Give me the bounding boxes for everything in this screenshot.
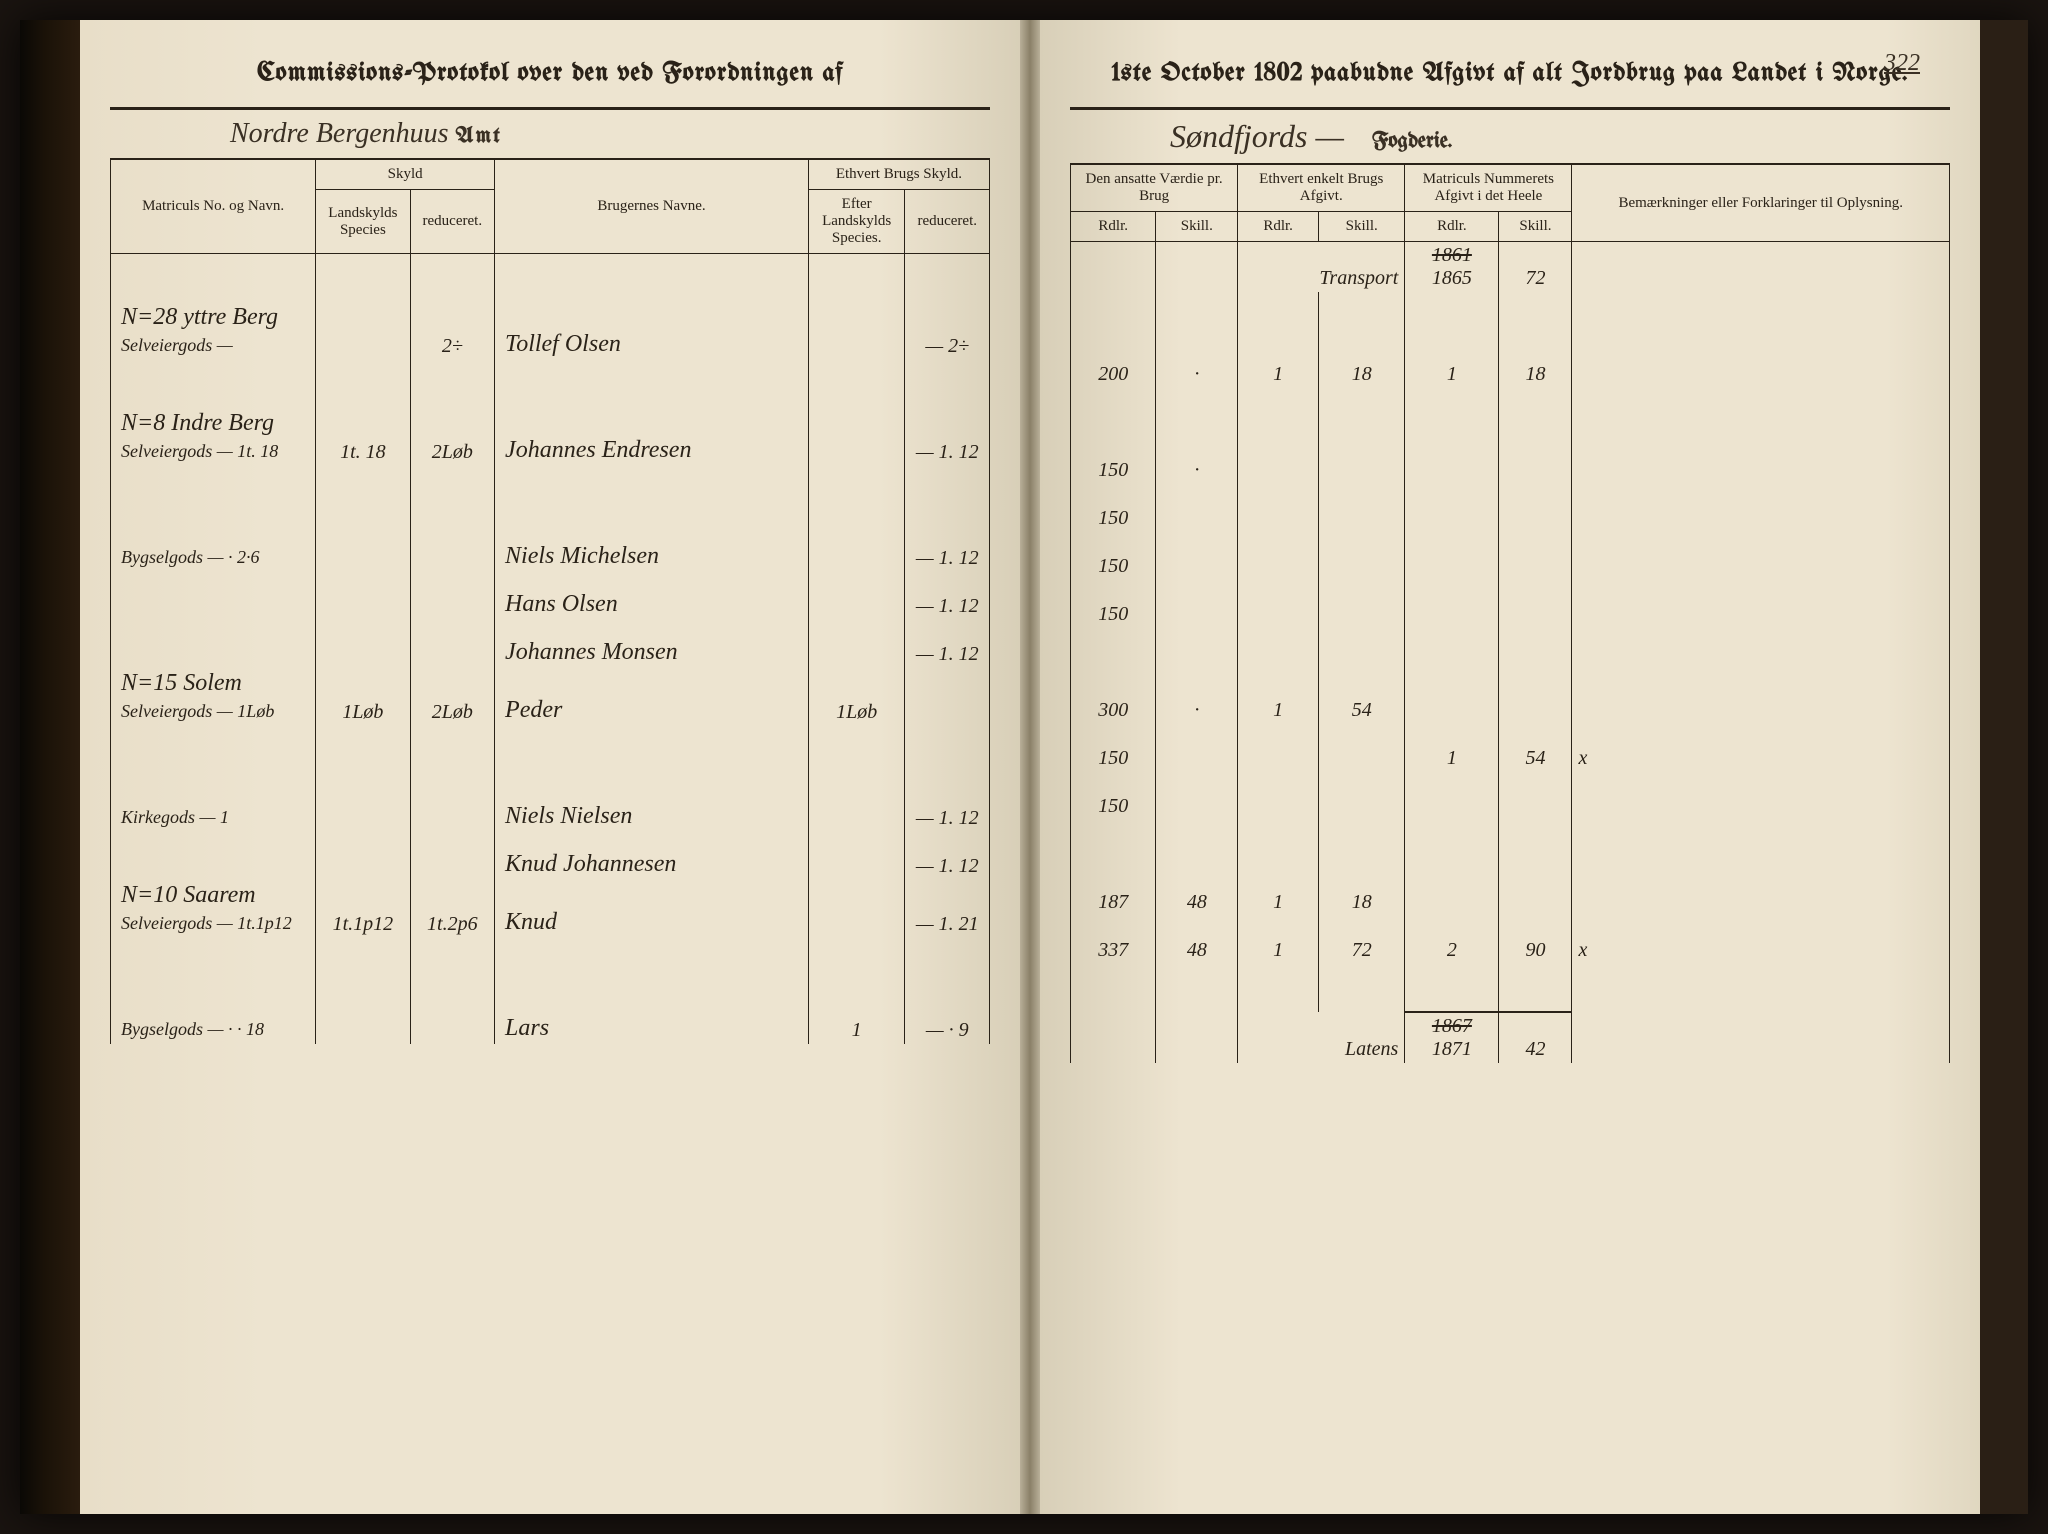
table-row: 150 — [1071, 580, 1950, 628]
table-row: 150 — [1071, 484, 1950, 532]
col-reduceret2: reduceret. — [905, 190, 990, 254]
book-spine — [1020, 20, 1040, 1514]
table-row: Kirkegods — 1 Niels Nielsen — 1. 12 — [111, 774, 990, 832]
left-ledger-table: Matriculs No. og Navn. Skyld Brugernes N… — [110, 159, 990, 1044]
book-spread: Commissions-Protokol over den ved Forord… — [20, 20, 2028, 1514]
table-row: 150 — [1071, 532, 1950, 580]
table-row — [111, 254, 990, 302]
col-efter: Efter Landskylds Species. — [808, 190, 905, 254]
sub-skill1: Skill. — [1156, 212, 1238, 242]
binding-edge — [20, 20, 80, 1514]
sub-rdlr2: Rdlr. — [1238, 212, 1319, 242]
left-header: Commissions-Protokol over den ved Forord… — [110, 60, 990, 87]
col-brugernes: Brugernes Navne. — [495, 160, 809, 254]
region-name: Nordre Bergenhuus — [230, 118, 449, 149]
sub-skill3: Skill. — [1499, 212, 1572, 242]
col-bemaerkninger: Bemærkninger eller Forklaringer til Oply… — [1572, 165, 1950, 242]
region-suffix: Amt — [456, 125, 502, 148]
left-subheader: Nordre Bergenhuus Amt — [110, 107, 990, 159]
table-row: 337 48 1 72 2 90 x — [1071, 916, 1950, 964]
page-number: 322 — [1884, 50, 1920, 77]
col-skyld: Skyld — [316, 160, 495, 190]
table-row — [111, 360, 990, 408]
right-ledger-table: Den ansatte Værdie pr. Brug Ethvert enke… — [1070, 164, 1950, 1063]
sub-rdlr1: Rdlr. — [1071, 212, 1156, 242]
table-row — [1071, 388, 1950, 436]
latens-row: Latens 18671871 42 — [1071, 1012, 1950, 1063]
table-row: 150 · — [1071, 436, 1950, 484]
table-row: N=8 Indre BergSelveiergods — 1t. 18 1t. … — [111, 408, 990, 466]
right-header: 1ste October 1802 paabudne Afgivt af alt… — [1070, 60, 1950, 87]
transport-row: Transport 18611865 72 — [1071, 242, 1950, 293]
table-row: N=28 yttre BergSelveiergods — 2÷ Tollef … — [111, 302, 990, 360]
table-row: 300 · 1 54 — [1071, 676, 1950, 724]
table-row: Hans Olsen — 1. 12 — [111, 572, 990, 620]
table-row — [1071, 628, 1950, 676]
table-row: Bygselgods — · · 18 Lars 1 — · 9 — [111, 986, 990, 1044]
right-page: 322 1ste October 1802 paabudne Afgivt af… — [1040, 20, 1980, 1514]
table-row: Knud Johannesen — 1. 12 — [111, 832, 990, 880]
table-row — [1071, 292, 1950, 340]
col-enkelt: Ethvert enkelt Brugs Afgivt. — [1238, 165, 1405, 212]
table-row — [1071, 964, 1950, 1012]
col-brugs-skyld: Ethvert Brugs Skyld. — [808, 160, 989, 190]
right-subheader: Søndfjords — Fogderie. — [1070, 107, 1950, 164]
table-row: N=10 SaaremSelveiergods — 1t.1p12 1t.1p1… — [111, 880, 990, 938]
table-row — [111, 466, 990, 514]
col-nummerets: Matriculs Nummerets Afgivt i det Heele — [1405, 165, 1572, 212]
table-row: N=15 SolemSelveiergods — 1Løb 1Løb 2Løb … — [111, 668, 990, 726]
table-row — [111, 726, 990, 774]
col-landskylds: Landskylds Species — [316, 190, 410, 254]
table-row — [1071, 820, 1950, 868]
fogderie-name: Søndfjords — — [1170, 118, 1344, 154]
table-row: 150 1 54 x — [1071, 724, 1950, 772]
table-row — [111, 938, 990, 986]
table-row: 150 — [1071, 772, 1950, 820]
table-row: 187 48 1 18 — [1071, 868, 1950, 916]
table-row: 200 · 1 18 1 18 — [1071, 340, 1950, 388]
table-row: Bygselgods — · 2·6 Niels Michelsen — 1. … — [111, 514, 990, 572]
col-matriculs: Matriculs No. og Navn. — [111, 160, 316, 254]
sub-skill2: Skill. — [1319, 212, 1405, 242]
sub-rdlr3: Rdlr. — [1405, 212, 1499, 242]
table-row: Johannes Monsen — 1. 12 — [111, 620, 990, 668]
left-page: Commissions-Protokol over den ved Forord… — [80, 20, 1020, 1514]
fogderie-suffix: Fogderie. — [1372, 130, 1452, 153]
col-reduceret1: reduceret. — [410, 190, 494, 254]
col-vaerdie: Den ansatte Værdie pr. Brug — [1071, 165, 1238, 212]
